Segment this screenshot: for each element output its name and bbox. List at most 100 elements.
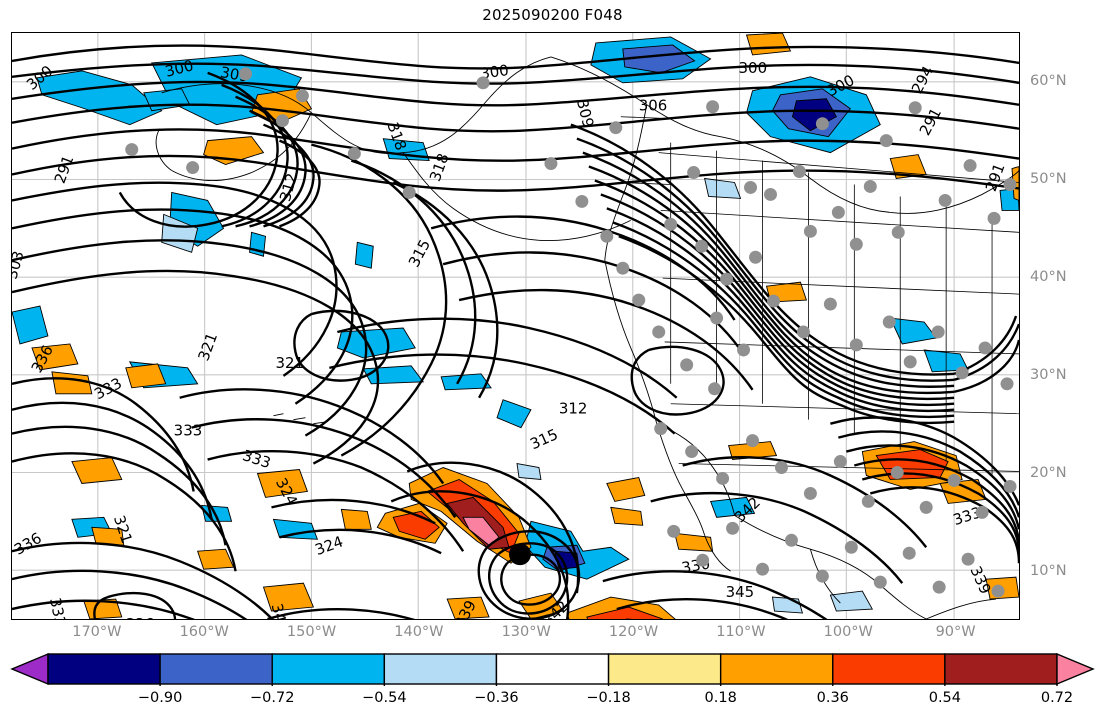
- colorbar-tick-label: −0.90: [137, 690, 183, 706]
- map-canvas[interactable]: 300 300 309 300 309 306 300 300 294 291 …: [12, 33, 1019, 619]
- y-tick-label: 20°N: [1030, 465, 1067, 481]
- station-dot: [932, 580, 946, 594]
- station-dot: [991, 584, 1005, 598]
- station-dot: [708, 382, 722, 396]
- station-dot: [696, 553, 710, 567]
- colorbar-swatch: [719, 653, 834, 685]
- station-dot: [749, 250, 763, 264]
- y-tick-label: 40°N: [1030, 269, 1067, 285]
- colorbar-swatches[interactable]: [0, 652, 1105, 686]
- station-dot: [706, 100, 720, 114]
- colorbar-tick-label: 0.72: [1040, 690, 1074, 706]
- x-tick-label: 150°W: [286, 624, 337, 640]
- station-dot: [831, 205, 845, 219]
- x-tick-label: 140°W: [394, 624, 444, 640]
- station-dot: [726, 521, 740, 535]
- station-dot: [815, 569, 829, 583]
- station-dot: [963, 159, 977, 173]
- station-dot: [275, 114, 289, 128]
- station-dot: [632, 293, 646, 307]
- station-dot: [987, 211, 1001, 225]
- station-dot: [347, 147, 361, 161]
- svg-text:306: 306: [639, 97, 668, 115]
- x-tick-label: 130°W: [501, 624, 551, 640]
- station-dot: [685, 445, 699, 459]
- x-tick-label: 160°W: [179, 624, 229, 640]
- svg-text:321: 321: [275, 354, 304, 372]
- station-dot: [903, 355, 917, 369]
- station-dot: [978, 341, 992, 355]
- station-dot: [687, 166, 701, 180]
- station-dot: [792, 165, 806, 179]
- station-dot: [654, 422, 668, 436]
- station-dot: [295, 89, 309, 103]
- station-dot: [609, 121, 623, 135]
- colorbar-swatch: [495, 653, 610, 685]
- station-dot: [575, 194, 589, 208]
- colorbar[interactable]: −0.90 −0.72 −0.54 −0.36 −0.18 0.18 0.36 0.54 0.7…: [0, 652, 1105, 712]
- station-dot: [823, 297, 837, 311]
- colorbar-swatch: [10, 652, 49, 686]
- station-dot: [947, 473, 961, 487]
- station-dot: [902, 546, 916, 560]
- station-dot: [239, 67, 253, 81]
- station-dot: [849, 237, 863, 251]
- station-dot: [125, 143, 139, 157]
- svg-text:300: 300: [739, 59, 768, 77]
- station-dot: [600, 229, 614, 243]
- colorbar-swatch: [383, 653, 498, 685]
- station-dot: [796, 325, 810, 339]
- station-dot: [774, 461, 788, 474]
- cyclone-center-marker[interactable]: [509, 543, 531, 566]
- station-dot: [680, 358, 694, 372]
- svg-text:345: 345: [726, 583, 755, 601]
- station-dot: [873, 575, 887, 589]
- colorbar-tick-label: −0.54: [362, 690, 407, 706]
- station-dot: [710, 311, 724, 325]
- station-dot: [803, 486, 817, 500]
- colorbar-swatch: [832, 653, 946, 685]
- colorbar-tick-label: −0.18: [586, 690, 631, 706]
- station-dot: [844, 540, 858, 554]
- station-dot: [975, 505, 989, 519]
- station-dot: [861, 494, 875, 508]
- x-tick-label: 170°W: [72, 624, 122, 640]
- station-dot: [833, 455, 847, 469]
- svg-text:336: 336: [126, 615, 155, 619]
- station-dot: [891, 225, 905, 239]
- station-dot: [879, 134, 893, 148]
- station-dot: [746, 434, 760, 448]
- colorbar-swatch: [944, 653, 1058, 685]
- station-dot: [720, 272, 734, 286]
- colorbar-tick-label: −0.36: [474, 690, 519, 706]
- colorbar-tick-label: 0.18: [704, 690, 737, 706]
- station-dot: [919, 500, 933, 514]
- station-dot: [764, 187, 777, 201]
- page-title: 2025090200 F048: [482, 6, 623, 24]
- station-dot: [186, 161, 200, 175]
- colorbar-tick-label: 0.36: [816, 690, 849, 706]
- station-dot: [652, 325, 666, 339]
- x-tick-label: 120°W: [608, 624, 659, 640]
- colorbar-swatch: [159, 653, 273, 685]
- station-dot: [908, 101, 922, 115]
- station-dot: [695, 239, 709, 253]
- station-dot: [815, 117, 829, 131]
- y-tick-label: 60°N: [1030, 73, 1067, 89]
- station-dot: [616, 261, 630, 275]
- colorbar-swatch: [47, 653, 161, 685]
- map-panel[interactable]: 300 300 309 300 309 306 300 300 294 291 …: [11, 32, 1020, 620]
- station-dot: [938, 193, 952, 207]
- station-dot: [1000, 377, 1014, 391]
- station-dot: [882, 315, 896, 329]
- station-dot: [744, 180, 758, 194]
- colorbar-swatch: [1056, 652, 1095, 686]
- station-dot: [756, 562, 769, 576]
- station-dot: [476, 76, 490, 90]
- x-tick-label: 100°W: [823, 624, 873, 640]
- colorbar-swatch: [607, 653, 722, 685]
- station-dots: [125, 67, 1017, 598]
- colorbar-swatch: [271, 653, 386, 685]
- colorbar-tick-label: −0.72: [250, 690, 295, 706]
